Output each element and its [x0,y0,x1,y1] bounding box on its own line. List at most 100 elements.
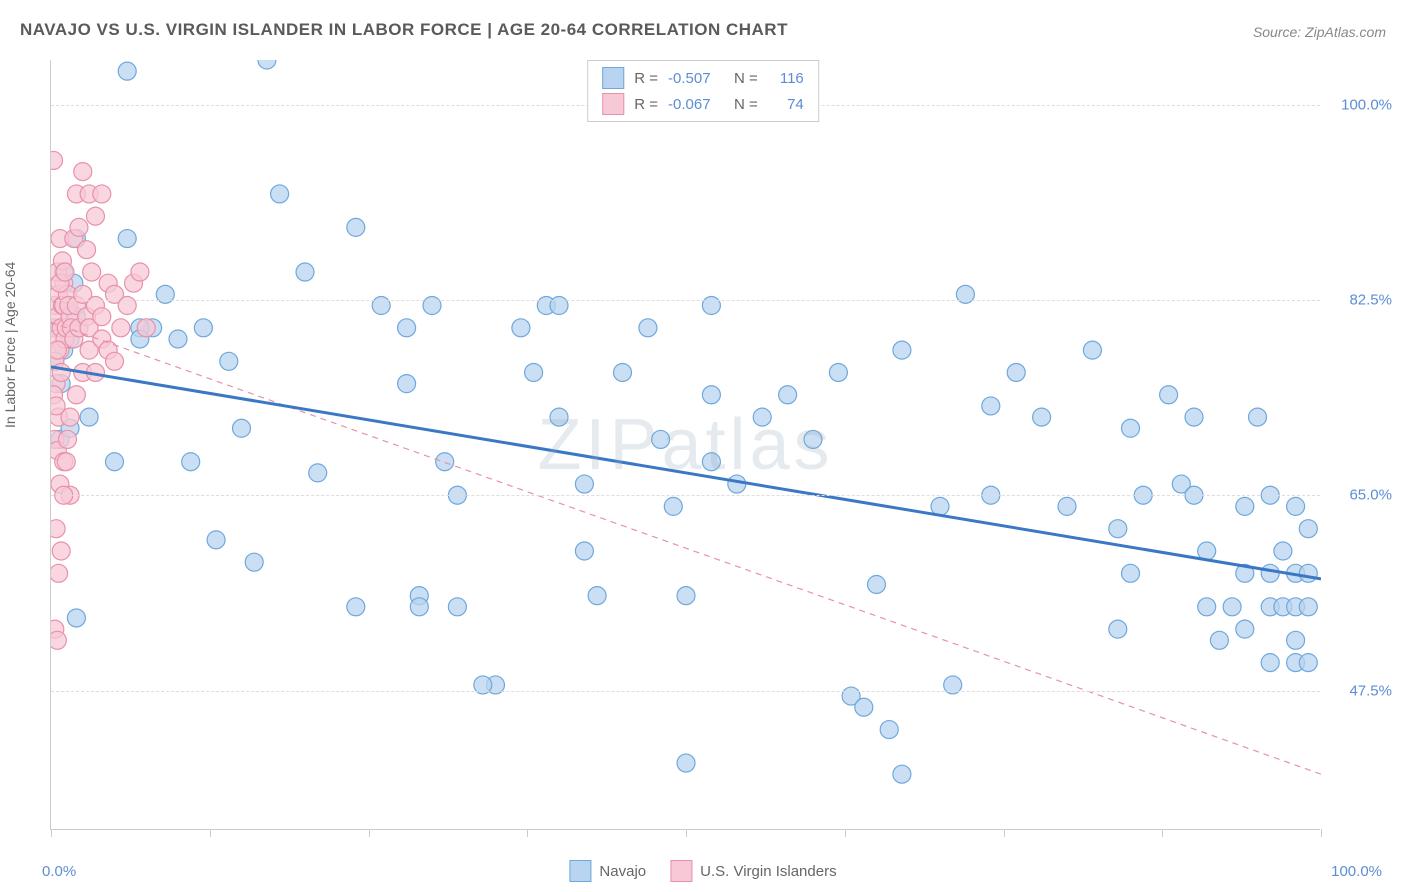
x-tick [210,829,211,837]
data-point-navajo [410,598,428,616]
legend-swatch-navajo [602,67,624,89]
data-point-navajo [207,531,225,549]
x-axis-min-label: 0.0% [42,863,76,880]
data-point-navajo [753,408,771,426]
data-point-navajo [1083,341,1101,359]
legend-item-usvi: U.S. Virgin Islanders [670,860,836,882]
x-tick [1162,829,1163,837]
plot-area: ZIPatlas 47.5%65.0%82.5%100.0% [50,60,1320,830]
data-point-navajo [436,453,454,471]
data-point-usvi [78,241,96,259]
data-point-navajo [893,341,911,359]
legend-row-navajo: R = -0.507 N = 116 [602,67,804,89]
legend-swatch-navajo-bottom [569,860,591,882]
data-point-navajo [588,587,606,605]
data-point-navajo [169,330,187,348]
n-value-usvi: 74 [768,96,804,113]
data-point-usvi [51,151,63,169]
data-point-navajo [245,553,263,571]
x-tick [1321,829,1322,837]
data-point-navajo [1223,598,1241,616]
data-point-usvi [112,319,130,337]
data-point-navajo [728,475,746,493]
legend-item-navajo: Navajo [569,860,646,882]
data-point-usvi [67,386,85,404]
data-point-navajo [398,319,416,337]
correlation-chart: NAVAJO VS U.S. VIRGIN ISLANDER IN LABOR … [0,0,1406,892]
grid-line [51,300,1320,301]
data-point-navajo [106,453,124,471]
data-point-navajo [1249,408,1267,426]
data-point-usvi [51,341,66,359]
data-point-navajo [575,475,593,493]
plot-svg [51,60,1321,830]
data-point-navajo [1299,520,1317,538]
data-point-usvi [51,631,66,649]
data-point-navajo [1299,654,1317,672]
data-point-navajo [779,386,797,404]
data-point-navajo [271,185,289,203]
legend-swatch-usvi-bottom [670,860,692,882]
data-point-usvi [137,319,155,337]
data-point-navajo [664,497,682,515]
x-axis-max-label: 100.0% [1331,863,1382,880]
data-point-navajo [220,352,238,370]
data-point-navajo [1007,363,1025,381]
data-point-usvi [51,520,65,538]
data-point-navajo [855,698,873,716]
trend-line [51,367,1321,579]
r-label: R = [634,96,658,113]
legend-swatch-usvi [602,93,624,115]
legend-label-usvi: U.S. Virgin Islanders [700,863,836,880]
r-value-usvi: -0.067 [668,96,724,113]
data-point-usvi [83,263,101,281]
y-tick-label: 47.5% [1349,682,1392,699]
data-point-navajo [1109,620,1127,638]
y-tick-label: 65.0% [1349,487,1392,504]
data-point-navajo [347,218,365,236]
data-point-navajo [804,430,822,448]
legend-row-usvi: R = -0.067 N = 74 [602,93,804,115]
data-point-navajo [1236,620,1254,638]
data-point-navajo [1299,598,1317,616]
data-point-navajo [652,430,670,448]
data-point-navajo [1122,419,1140,437]
data-point-usvi [74,163,92,181]
data-point-navajo [1261,654,1279,672]
x-tick [686,829,687,837]
r-value-navajo: -0.507 [668,70,724,87]
data-point-navajo [1185,408,1203,426]
data-point-usvi [61,408,79,426]
data-point-navajo [296,263,314,281]
data-point-navajo [639,319,657,337]
n-value-navajo: 116 [768,70,804,87]
data-point-navajo [880,721,898,739]
data-point-navajo [1274,542,1292,560]
y-tick-label: 82.5% [1349,291,1392,308]
chart-title: NAVAJO VS U.S. VIRGIN ISLANDER IN LABOR … [20,20,788,40]
data-point-navajo [118,230,136,248]
data-point-navajo [614,363,632,381]
data-point-navajo [448,598,466,616]
data-point-navajo [1210,631,1228,649]
data-point-navajo [1122,564,1140,582]
x-tick [51,829,52,837]
series-legend: Navajo U.S. Virgin Islanders [569,860,836,882]
data-point-navajo [258,60,276,69]
data-point-usvi [52,542,70,560]
data-point-usvi [59,430,77,448]
legend-label-navajo: Navajo [599,863,646,880]
data-point-navajo [893,765,911,783]
data-point-usvi [56,263,74,281]
n-label: N = [734,96,758,113]
data-point-navajo [347,598,365,616]
data-point-navajo [512,319,530,337]
data-point-usvi [93,185,111,203]
y-tick-label: 100.0% [1341,96,1392,113]
data-point-navajo [575,542,593,560]
r-label: R = [634,70,658,87]
data-point-navajo [525,363,543,381]
data-point-navajo [1109,520,1127,538]
data-point-usvi [57,453,75,471]
grid-line [51,495,1320,496]
